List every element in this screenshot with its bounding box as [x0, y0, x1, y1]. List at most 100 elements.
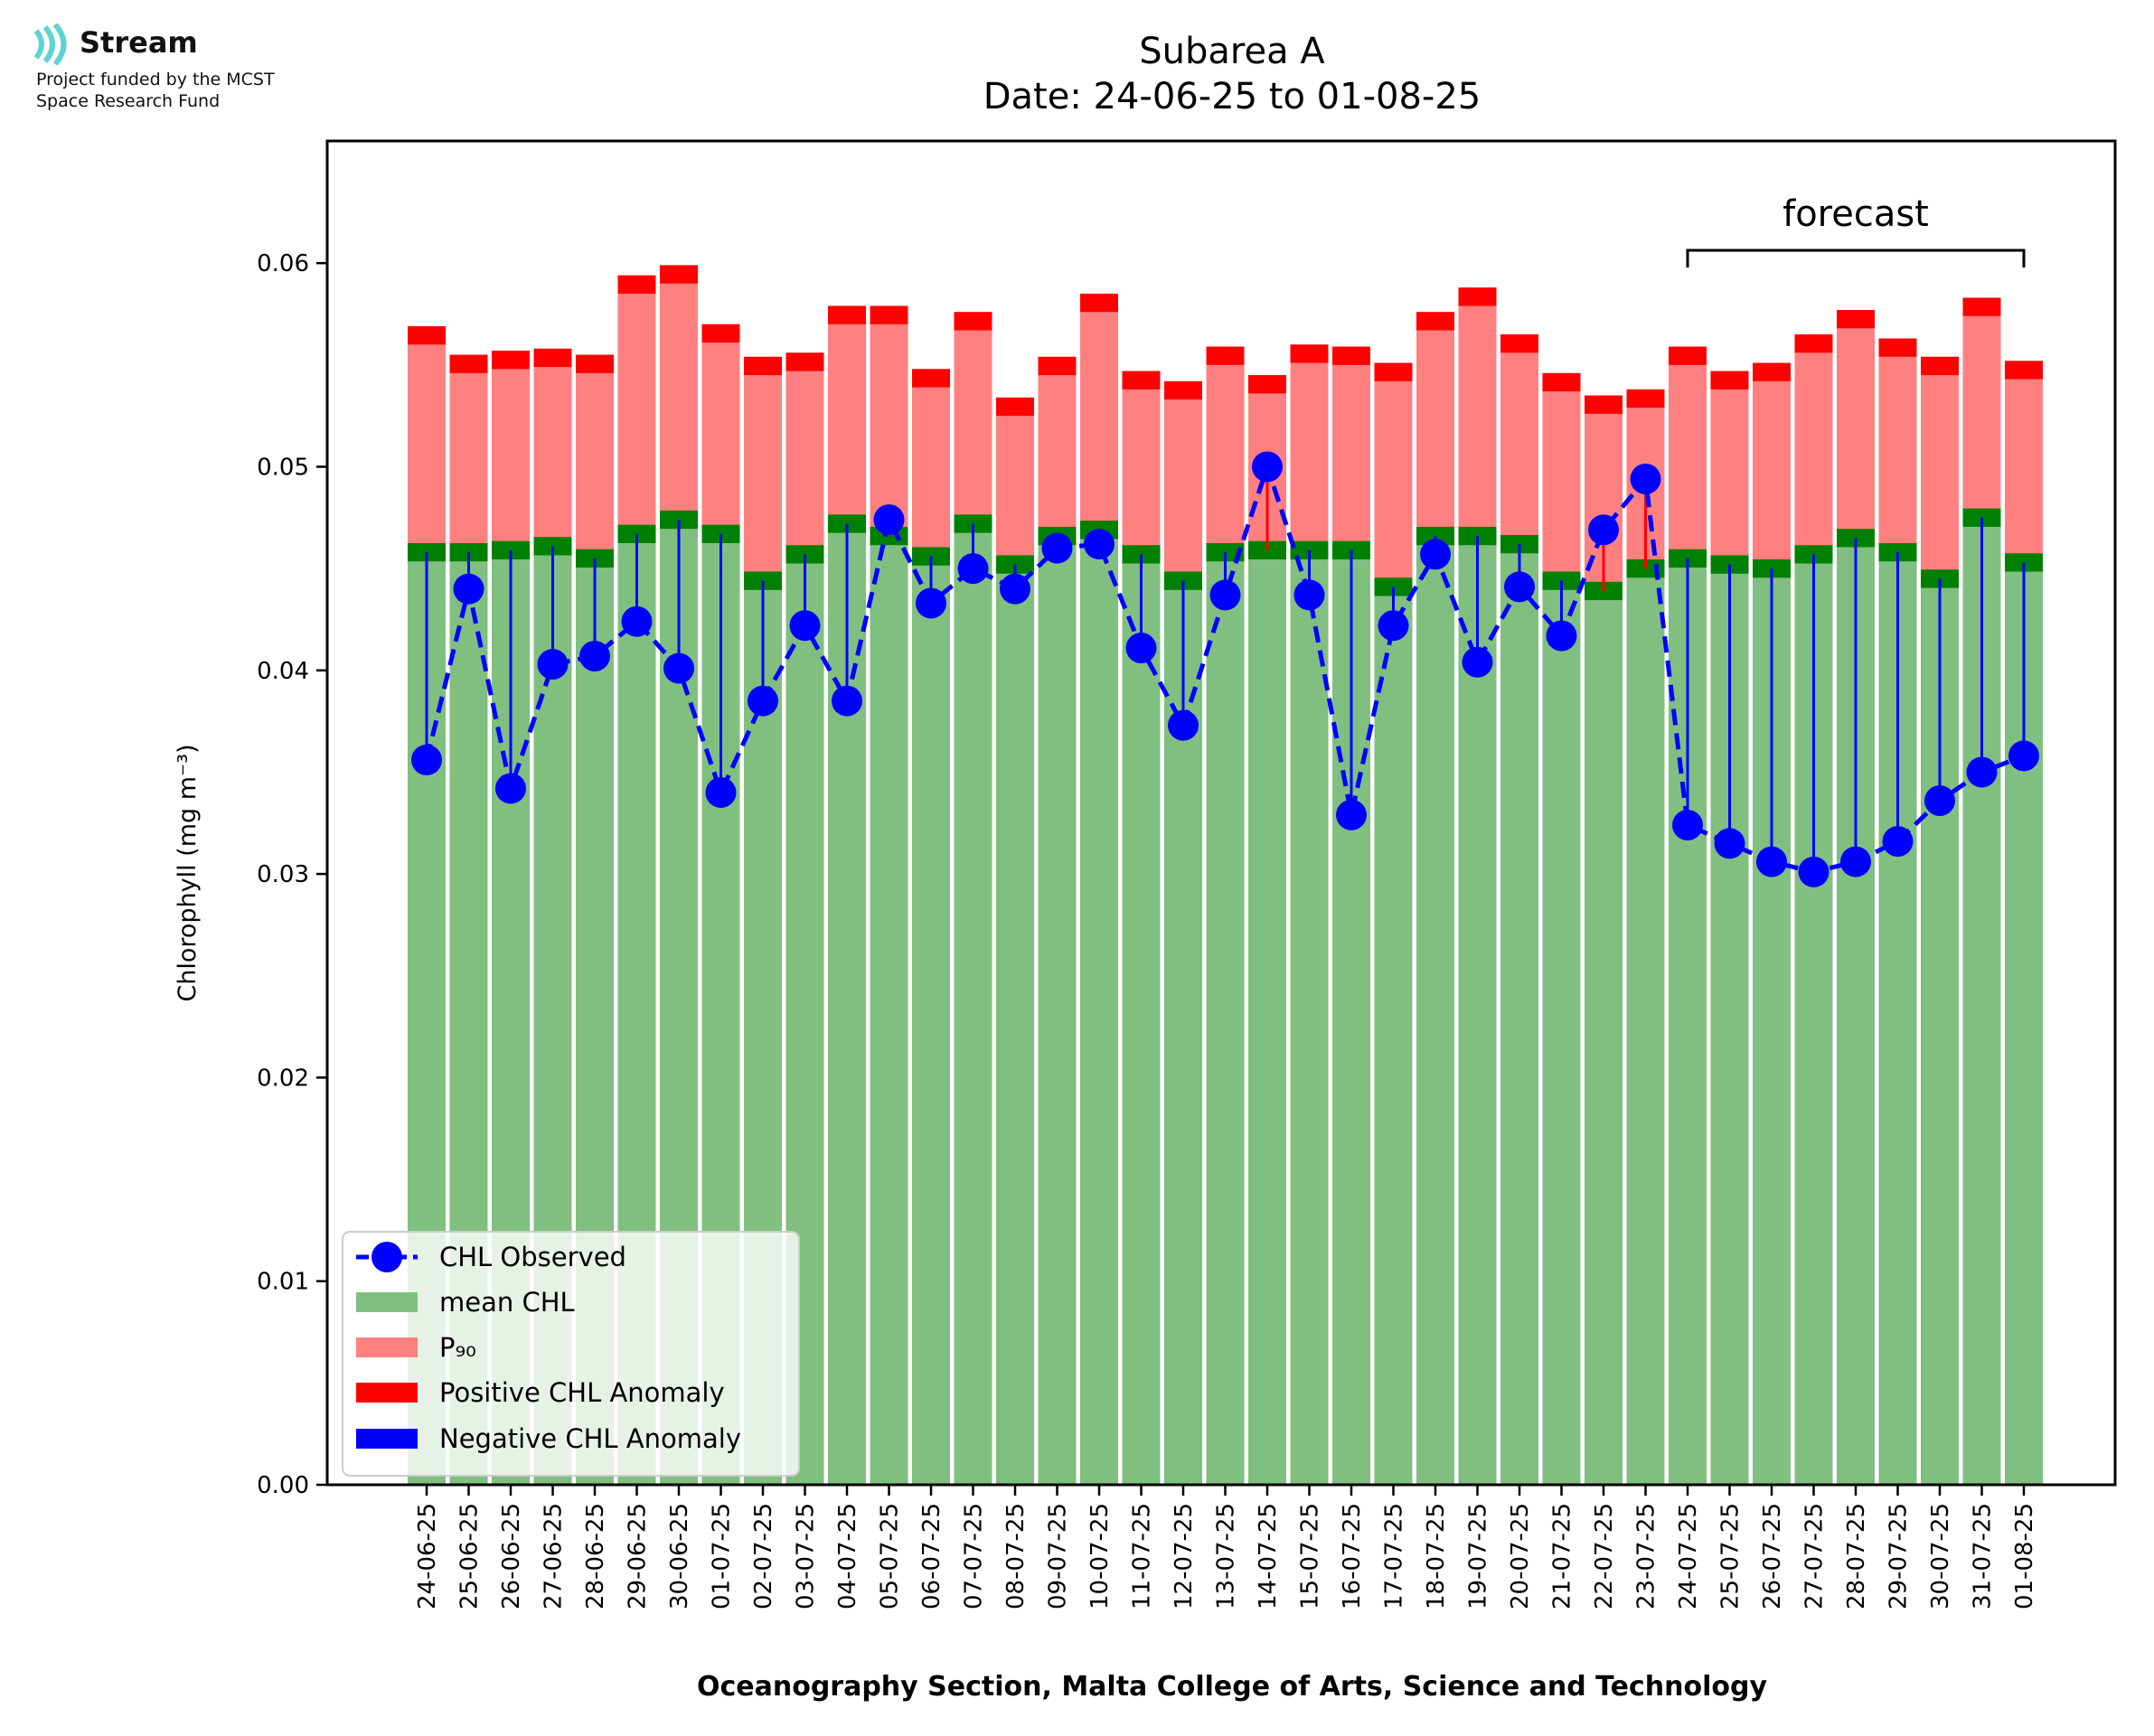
p90-band — [828, 305, 866, 324]
stream-logo: Stream Project funded by the MCST Space … — [33, 23, 358, 114]
x-tick-label: 08-07-25 — [1002, 1503, 1030, 1609]
chl-observed-point — [832, 685, 862, 717]
chl-observed-point — [411, 744, 442, 775]
p90-bar — [1542, 372, 1581, 581]
p90-bar — [492, 351, 530, 550]
p90-band — [1416, 312, 1454, 331]
p90-band — [1669, 346, 1707, 365]
x-tick-label: 06-07-25 — [918, 1503, 945, 1609]
y-axis-label: Chlorophyll (mg m⁻³) — [174, 744, 202, 1001]
p90-band — [1837, 310, 1875, 329]
mean-band — [1710, 555, 1749, 574]
p90-bar — [1710, 371, 1749, 565]
chl-observed-point — [1041, 532, 1073, 564]
p90-bar — [1374, 362, 1413, 587]
mean-chl-bar — [1416, 536, 1454, 1485]
p90-bar — [1878, 338, 1917, 553]
x-tick-label: 24-07-25 — [1675, 1503, 1702, 1609]
y-tick-label: 0.06 — [257, 250, 309, 277]
x-tick-label: 29-07-25 — [1886, 1503, 1913, 1609]
mean-chl-bar — [1585, 590, 1623, 1485]
x-tick-label: 15-07-25 — [1297, 1503, 1324, 1609]
mean-chl-bar — [1038, 536, 1077, 1485]
p90-band — [912, 369, 950, 388]
p90-band — [660, 265, 698, 284]
x-tick-label: 05-07-25 — [877, 1503, 904, 1609]
chart-title: Subarea A — [1139, 31, 1325, 72]
chl-observed-point — [1293, 579, 1325, 611]
mean-chl-bar — [1206, 552, 1245, 1486]
p90-bar — [744, 356, 782, 581]
x-tick-label: 13-07-25 — [1213, 1503, 1240, 1609]
p90-band — [1878, 338, 1917, 357]
p90-bar — [1669, 346, 1707, 558]
p90-band — [2005, 361, 2043, 380]
chl-observed-point — [453, 573, 484, 605]
x-tick-label: 27-06-25 — [541, 1503, 568, 1609]
chl-observed-point — [1840, 846, 1871, 877]
p90-bar — [1753, 362, 1791, 569]
p90-bar — [1290, 344, 1329, 550]
p90-band — [1290, 344, 1329, 363]
mean-chl-bar — [1626, 568, 1665, 1485]
chl-observed-point — [1546, 620, 1577, 652]
legend-mean-swatch — [356, 1292, 418, 1312]
chl-observed-point — [1084, 529, 1115, 560]
mean-chl-bar — [996, 564, 1034, 1485]
p90-band — [408, 326, 446, 345]
x-tick-label: 19-07-25 — [1465, 1503, 1492, 1609]
x-tick-label: 12-07-25 — [1171, 1503, 1198, 1609]
mean-band — [660, 510, 698, 530]
mean-chl-bar — [1122, 554, 1161, 1485]
p90-band — [954, 312, 992, 331]
legend-box — [342, 1231, 800, 1477]
p90-band — [996, 397, 1034, 417]
p90-band — [1458, 287, 1497, 306]
chl-observed-point — [1336, 799, 1367, 830]
x-tick-label: 04-07-25 — [834, 1503, 861, 1609]
p90-band — [1206, 346, 1245, 365]
p90-band — [533, 348, 572, 368]
legend-label: Positive CHL Anomaly — [439, 1377, 725, 1408]
chl-observed-point — [663, 652, 694, 684]
x-tick-label: 17-07-25 — [1381, 1503, 1408, 1609]
mean-chl-bar — [954, 523, 992, 1485]
legend-positive-swatch — [356, 1383, 418, 1403]
p90-bar — [870, 305, 908, 537]
chl-observed-point — [495, 773, 526, 804]
x-tick-label: 30-07-25 — [1927, 1503, 1954, 1609]
p90-bar — [408, 326, 446, 553]
x-tick-label: 28-07-25 — [1843, 1503, 1870, 1609]
p90-band — [1038, 356, 1077, 376]
p90-bar — [1122, 371, 1161, 555]
p90-bar — [1921, 356, 1959, 579]
p90-band — [1248, 375, 1286, 394]
logo-tagline: Project funded by the MCST Space Researc… — [36, 69, 275, 112]
logo-tagline-line-1: Project funded by the MCST — [36, 70, 275, 89]
chl-observed-point — [1504, 571, 1535, 603]
mean-chl-bar — [1248, 549, 1286, 1485]
p90-band — [701, 324, 740, 343]
chl-observed-point — [873, 504, 905, 536]
x-tick-label: 01-07-25 — [709, 1503, 736, 1609]
x-axis-label: Oceanography Section, Malta College of A… — [697, 1671, 1768, 1703]
x-tick-label: 30-06-25 — [666, 1503, 693, 1609]
p90-band — [1962, 297, 2001, 316]
x-tick-label: 23-07-25 — [1633, 1503, 1660, 1609]
p90-bar — [1164, 380, 1202, 581]
p90-band — [449, 354, 488, 373]
p90-bar — [996, 397, 1034, 565]
chl-observed-point — [1714, 828, 1745, 859]
x-tick-label: 31-07-25 — [1970, 1503, 1997, 1609]
p90-bar — [1500, 334, 1538, 545]
x-tick-label: 25-06-25 — [456, 1503, 484, 1609]
p90-band — [1753, 362, 1791, 381]
chl-observed-point — [1420, 539, 1451, 570]
x-tick-label: 22-07-25 — [1591, 1503, 1618, 1609]
chl-observed-point — [2008, 740, 2039, 772]
chl-observed-point — [1462, 646, 1493, 678]
p90-bar — [449, 354, 488, 553]
mean-band — [996, 555, 1034, 574]
forecast-label: forecast — [1782, 193, 1929, 235]
chl-observed-point — [1672, 810, 1703, 841]
